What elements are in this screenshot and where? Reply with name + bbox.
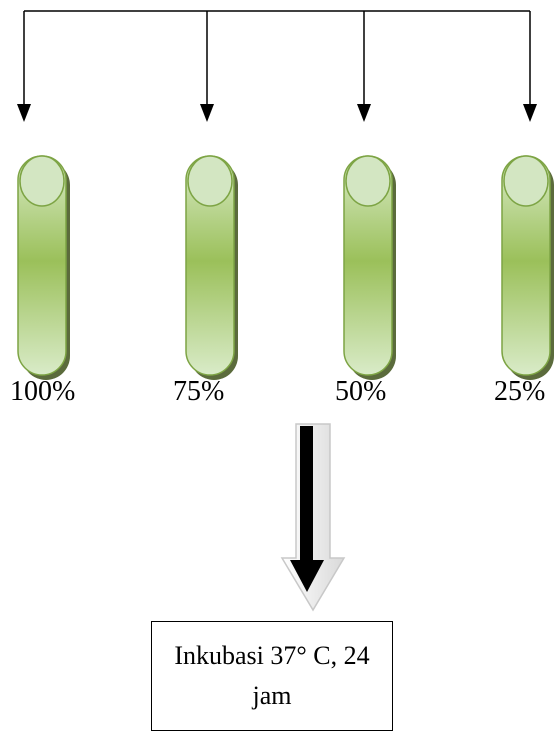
arrowhead-3 xyxy=(357,104,371,122)
incubation-text: Inkubasi 37° C, 24 jam xyxy=(174,641,370,710)
tube-cap-2 xyxy=(187,155,233,207)
test-tube-1 xyxy=(17,155,70,380)
process-arrow xyxy=(280,423,346,612)
tube-label-75: 75% xyxy=(173,376,225,407)
tube-label-50: 50% xyxy=(335,376,387,407)
process-arrow-head xyxy=(290,560,324,592)
test-tube-2 xyxy=(185,155,238,380)
tube-cap-4 xyxy=(503,155,549,207)
tube-label-100: 100% xyxy=(10,376,76,407)
arrowhead-2 xyxy=(200,104,214,122)
arrowhead-4 xyxy=(523,104,537,122)
tube-label-25: 25% xyxy=(494,376,546,407)
distribution-bracket xyxy=(23,10,531,107)
incubation-box: Inkubasi 37° C, 24 jam xyxy=(151,621,393,731)
tube-cap-3 xyxy=(345,155,391,207)
tube-cap-1 xyxy=(19,155,65,207)
arrowhead-1 xyxy=(17,104,31,122)
test-tube-3 xyxy=(343,155,396,380)
arrowheads xyxy=(17,104,537,122)
process-arrow-shaft xyxy=(300,426,313,566)
test-tube-4 xyxy=(501,155,554,380)
